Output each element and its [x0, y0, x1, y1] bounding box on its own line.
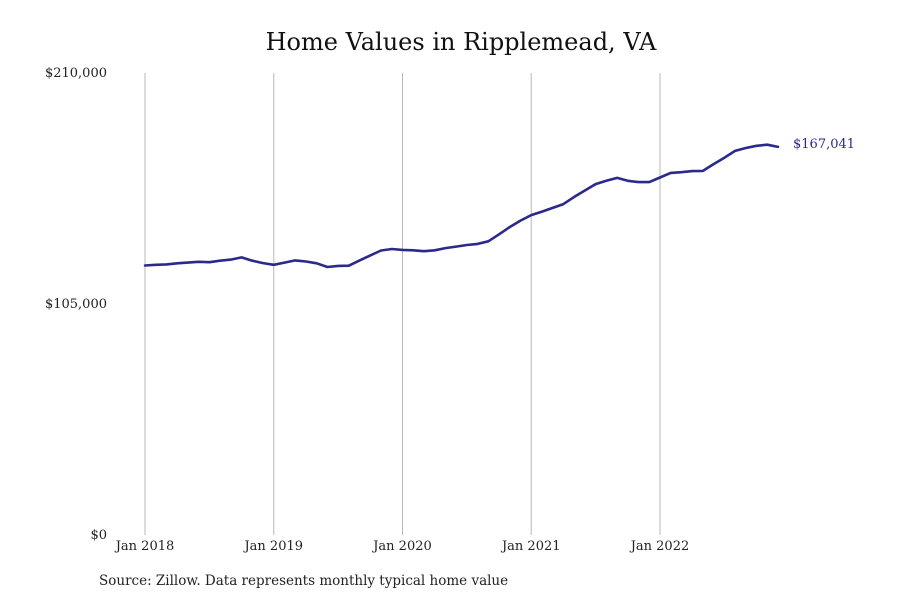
x-tick-label: Jan 2021	[500, 539, 561, 554]
x-axis-ticks: Jan 2018 Jan 2019 Jan 2020 Jan 2021 Jan 2022	[114, 539, 690, 554]
x-tick-label: Jan 2022	[629, 539, 690, 554]
y-tick-label: $0	[90, 528, 107, 543]
y-axis-ticks: $0 $105,000 $210,000	[45, 66, 107, 543]
grid-layer	[144, 73, 661, 535]
x-tick-label: Jan 2018	[114, 539, 175, 554]
y-tick-label: $105,000	[45, 297, 107, 312]
chart-title: Home Values in Ripplemead, VA	[266, 28, 657, 56]
x-tick-label: Jan 2020	[371, 539, 432, 554]
end-value-label: $167,041	[793, 137, 855, 152]
source-note: Source: Zillow. Data represents monthly …	[99, 573, 508, 589]
series-line	[143, 143, 780, 269]
y-tick-label: $210,000	[45, 66, 107, 81]
x-tick-label: Jan 2019	[242, 539, 303, 554]
series-layer: $167,041	[143, 137, 855, 269]
